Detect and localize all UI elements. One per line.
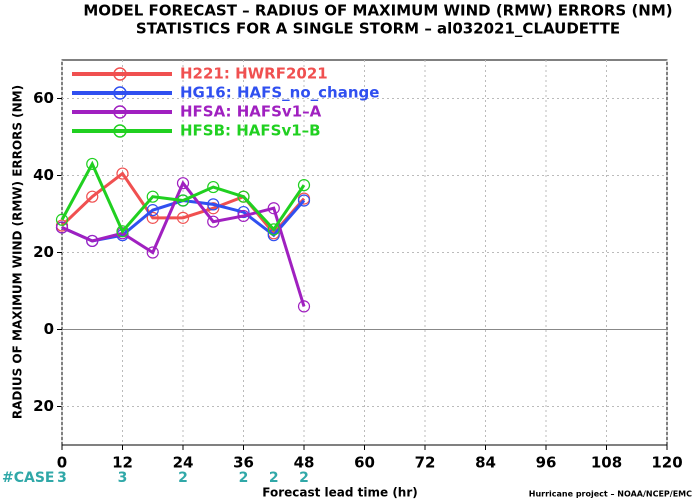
chart-title: MODEL FORECAST – RADIUS OF MAXIMUM WIND …: [83, 2, 672, 20]
point: [146, 204, 159, 217]
point: [207, 215, 220, 228]
y-tick-label: 20: [33, 243, 54, 261]
point: [207, 198, 220, 211]
point: [55, 221, 69, 234]
series-line: [60, 160, 306, 235]
point: [267, 223, 280, 236]
legend-marker: [113, 124, 127, 138]
x-tick-label: 0: [57, 454, 67, 472]
case-count: 3: [57, 470, 67, 486]
legend-label: HG16: HAFS_no_change: [180, 84, 379, 102]
point: [237, 190, 250, 203]
x-tick-label: 48: [294, 454, 315, 472]
point: [267, 202, 280, 215]
point: [297, 194, 311, 207]
case-count: 2: [178, 470, 188, 486]
point: [55, 213, 69, 226]
point: [207, 180, 220, 194]
x-tick-label: 108: [591, 454, 622, 472]
point: [146, 190, 159, 203]
legend-label: H221: HWRF2021: [180, 65, 328, 83]
point: [116, 225, 129, 238]
credit: Hurricane project – NOAA/NCEP/EMC: [529, 490, 692, 499]
case-count: 2: [239, 470, 249, 486]
point: [86, 157, 99, 171]
point: [237, 209, 250, 223]
point: [176, 194, 190, 207]
legend-marker: [113, 105, 127, 119]
point: [116, 167, 129, 180]
case-count: 2: [269, 470, 279, 486]
x-tick-label: 24: [173, 454, 194, 472]
point: [176, 177, 190, 190]
y-tick-label: 60: [33, 89, 54, 107]
point: [86, 190, 99, 203]
point: [176, 211, 190, 224]
point: [86, 234, 99, 248]
point: [237, 205, 250, 219]
x-axis-label: Forecast lead time (hr): [262, 486, 418, 500]
series-line: [61, 180, 306, 307]
point: [297, 179, 311, 192]
x-tick-label: 96: [536, 454, 557, 472]
x-tick-label: 12: [112, 454, 133, 472]
point: [207, 202, 220, 215]
x-tick-label: 36: [233, 454, 254, 472]
point: [146, 211, 159, 224]
x-tick-label: 120: [651, 454, 682, 472]
cases-label: #CASE: [2, 470, 55, 486]
x-tick-label: 84: [475, 454, 496, 472]
case-count: 2: [299, 470, 309, 486]
y-tick-label: 40: [33, 166, 54, 184]
y-tick-label: 20: [33, 397, 54, 415]
case-count: 3: [118, 470, 128, 486]
point: [146, 246, 159, 259]
legend-marker: [113, 86, 127, 100]
legend-label: HFSA: HAFSv1–A: [180, 103, 322, 121]
x-tick-label: 72: [415, 454, 436, 472]
y-axis-label: RADIUS OF MAXIMUM WIND (RMW) ERRORS (NM): [11, 85, 25, 419]
legend-marker: [113, 67, 127, 81]
legend-label: HFSB: HAFSv1–B: [180, 122, 321, 140]
x-tick-label: 60: [354, 454, 375, 472]
chart-subtitle: STATISTICS FOR A SINGLE STORM – al032021…: [136, 20, 620, 38]
point: [297, 300, 311, 313]
y-tick-label: 0: [44, 320, 54, 338]
